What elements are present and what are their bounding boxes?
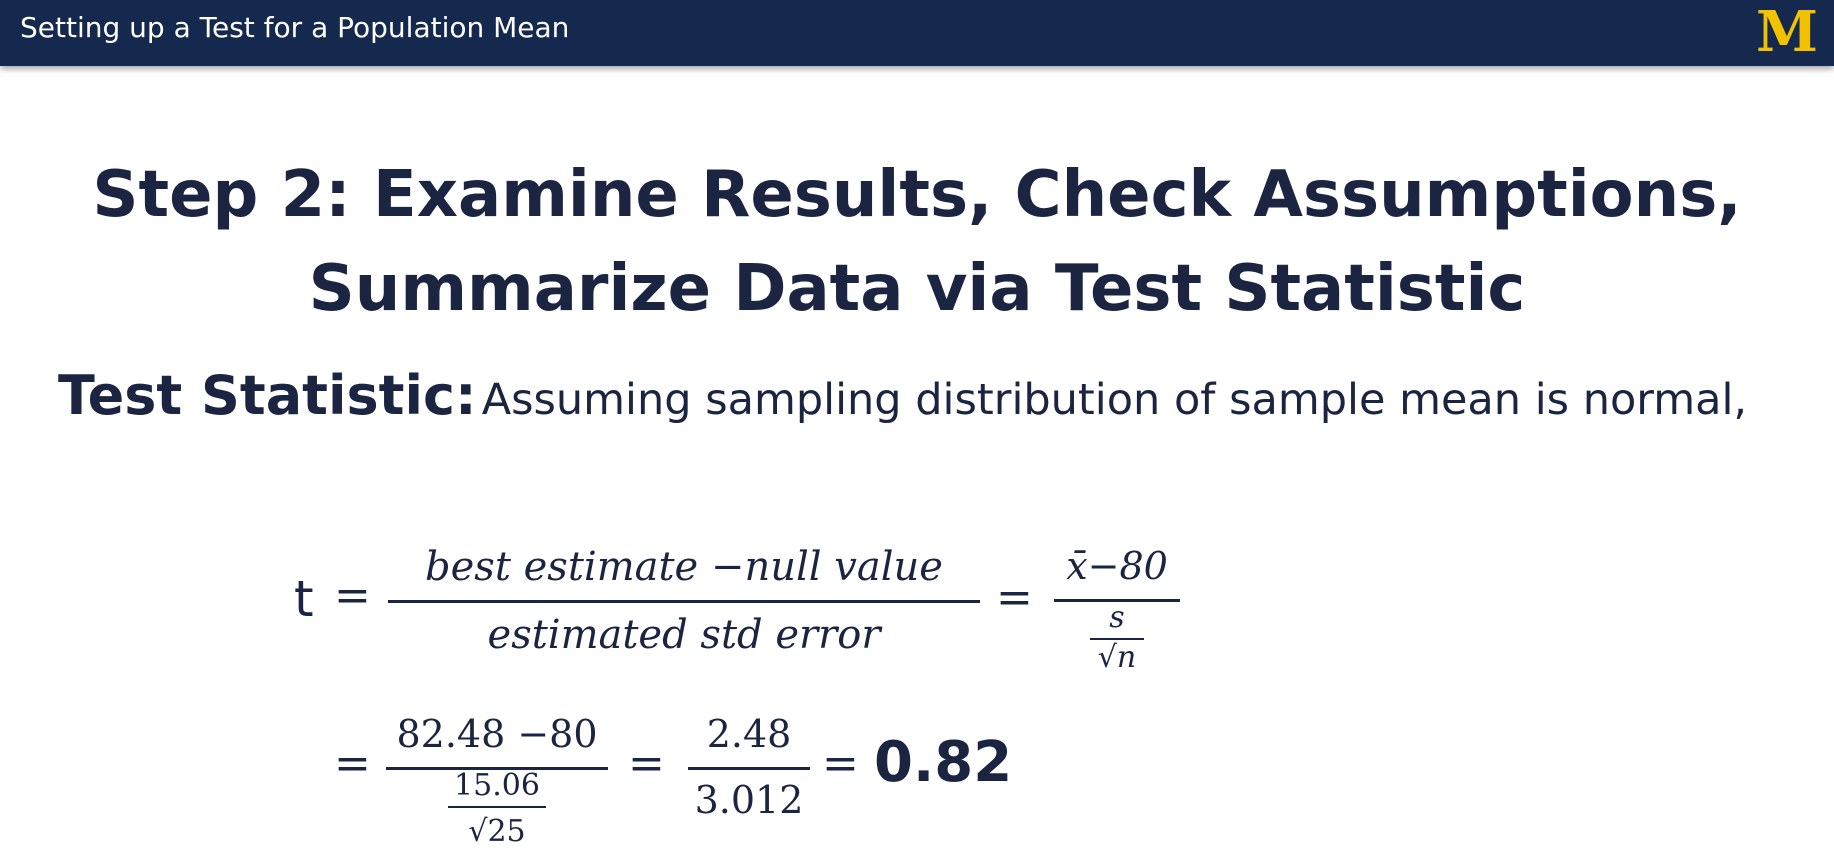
fraction-numerator: 82.48 −80 bbox=[386, 712, 608, 756]
nested-fraction-denominator: √n bbox=[1054, 640, 1180, 675]
fraction-numerator: 2.48 bbox=[688, 712, 810, 756]
fraction-bar bbox=[688, 767, 810, 770]
equals-sign: = bbox=[334, 570, 371, 621]
slide-title-line-2: Summarize Data via Test Statistic bbox=[0, 242, 1834, 336]
test-statistic-result: 0.82 bbox=[874, 730, 1012, 795]
nested-fraction-numerator: 15.06 bbox=[386, 768, 608, 803]
equals-sign: = bbox=[334, 738, 371, 789]
t-symbol: t bbox=[294, 570, 314, 628]
fraction-denominator: 3.012 bbox=[688, 778, 810, 822]
header-title: Setting up a Test for a Population Mean bbox=[20, 11, 569, 44]
equals-sign: = bbox=[996, 572, 1033, 623]
statement-label: Test Statistic: bbox=[58, 364, 477, 427]
nested-fraction-bar bbox=[448, 806, 546, 808]
equals-sign: = bbox=[822, 738, 859, 789]
university-logo: M bbox=[1756, 4, 1816, 60]
header-bar: Setting up a Test for a Population Mean … bbox=[0, 0, 1834, 66]
fraction-bar bbox=[388, 600, 980, 603]
slide-title-line-1: Step 2: Examine Results, Check Assumptio… bbox=[0, 148, 1834, 242]
statement-text: Assuming sampling distribution of sample… bbox=[482, 375, 1747, 425]
equals-sign: = bbox=[628, 738, 665, 789]
test-statistic-statement: Test Statistic: Assuming sampling distri… bbox=[58, 364, 1747, 427]
nested-fraction-denominator: √25 bbox=[386, 814, 608, 849]
nested-fraction-numerator: s bbox=[1054, 600, 1180, 635]
slide-title: Step 2: Examine Results, Check Assumptio… bbox=[0, 148, 1834, 336]
fraction-numerator: best estimate −null value bbox=[388, 544, 980, 590]
fraction-numerator: x̄−80 bbox=[1054, 544, 1180, 588]
fraction-denominator: estimated std error bbox=[388, 612, 980, 658]
